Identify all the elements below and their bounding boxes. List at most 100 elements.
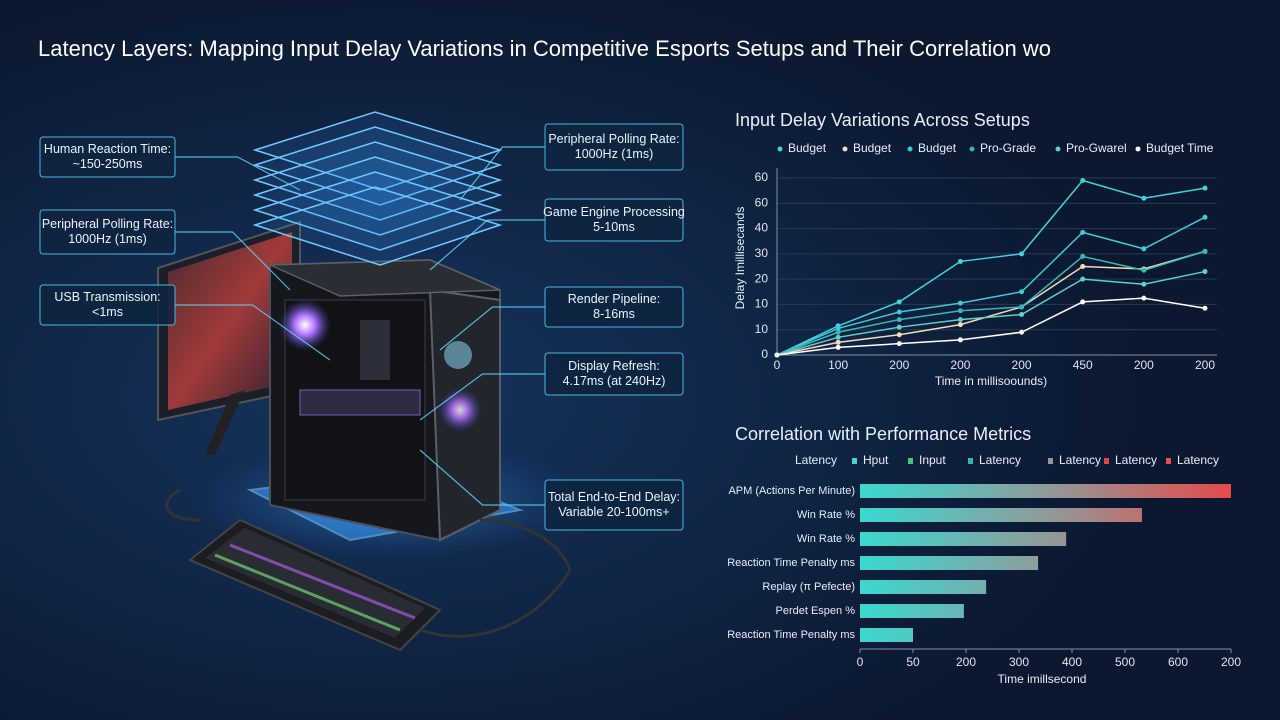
data-point	[896, 317, 902, 323]
bar	[860, 532, 1067, 546]
bar	[860, 628, 913, 642]
data-point	[1019, 251, 1025, 257]
y-tick-label: Reaction Time Penalty ms	[727, 557, 855, 569]
callout-text: Total End-to-End Delay:	[548, 490, 680, 504]
y-tick-label: Win Rate %	[797, 533, 855, 545]
legend-marker	[908, 458, 913, 464]
bar	[860, 580, 987, 594]
data-point	[957, 317, 963, 323]
bar	[860, 508, 1142, 522]
x-tick-label: 0	[857, 655, 864, 669]
y-tick-label: 20	[755, 271, 769, 285]
data-point	[896, 299, 902, 305]
data-point	[1019, 289, 1025, 295]
y-tick-label: Reaction Time Penalty ms	[727, 629, 855, 641]
callout-text: Variable 20-100ms+	[558, 505, 669, 519]
x-tick-label: 50	[906, 655, 920, 669]
legend-label: Latency	[1059, 453, 1101, 467]
x-tick-label: 500	[1115, 655, 1135, 669]
x-tick-label: 600	[1168, 655, 1188, 669]
data-point	[957, 300, 963, 306]
data-point	[896, 309, 902, 315]
callout-text: ~150-250ms	[73, 157, 143, 171]
callout-box	[39, 209, 176, 255]
callout-text: 1000Hz (1ms)	[68, 232, 147, 246]
page-title: Latency Layers: Mapping Input Delay Vari…	[38, 36, 1051, 61]
x-tick-label: 200	[1221, 655, 1241, 669]
callout-text: Human Reaction Time:	[44, 142, 171, 156]
data-point	[1202, 214, 1208, 220]
callout-box	[39, 284, 176, 326]
legend-label: Hput	[863, 453, 889, 467]
x-axis-label: Time in millisoounds)	[935, 374, 1047, 388]
data-point	[1080, 229, 1086, 235]
callout-box	[544, 286, 684, 328]
legend-label: Latency	[1115, 453, 1157, 467]
legend-marker	[1166, 458, 1171, 464]
data-point	[835, 325, 841, 331]
callout-connector	[419, 373, 545, 421]
bar	[860, 484, 1231, 498]
legend-label: Latency	[979, 453, 1021, 467]
data-point	[835, 329, 841, 335]
callout-text: Game Engine Processing	[543, 205, 685, 219]
callout-text: Display Refresh:	[568, 359, 660, 373]
data-point	[896, 324, 902, 330]
data-point	[1202, 185, 1208, 191]
x-axis-label: Time imillsecond	[998, 672, 1087, 686]
y-tick-label: 40	[755, 221, 769, 235]
y-tick-label: Win Rate %	[797, 509, 855, 521]
legend-marker	[1048, 458, 1053, 464]
data-point	[1141, 195, 1147, 201]
x-tick-label: 400	[1062, 655, 1082, 669]
y-tick-label: 30	[755, 246, 769, 260]
bar	[860, 604, 964, 618]
legend-label: Pro-Gwarel	[1066, 141, 1127, 155]
callout-connector	[439, 306, 545, 351]
data-point	[1019, 312, 1025, 318]
data-point	[835, 334, 841, 340]
y-tick-label: 10	[755, 297, 769, 311]
legend-label: Budget	[788, 141, 827, 155]
chart-title: Correlation with Performance Metrics	[735, 424, 1031, 444]
callout-connector	[175, 304, 331, 361]
data-point	[1202, 305, 1208, 311]
callout-connector	[429, 219, 545, 271]
legend-label: Budget Time	[1146, 141, 1214, 155]
legend-label: Pro-Grade	[980, 141, 1036, 155]
data-point	[1080, 253, 1086, 259]
x-tick-label: 200	[889, 358, 909, 372]
callout-text: 1000Hz (1ms)	[575, 147, 654, 161]
series-line	[776, 250, 1206, 356]
series-line	[776, 270, 1206, 356]
callout-box	[544, 123, 684, 171]
data-point	[1141, 267, 1147, 273]
y-tick-label: Perdet Espen %	[776, 605, 856, 617]
data-point	[1080, 178, 1086, 184]
callout-text: Peripheral Polling Rate:	[548, 132, 679, 146]
data-point	[1141, 295, 1147, 301]
chart-title: Input Delay Variations Across Setups	[735, 110, 1030, 130]
callout-connector	[175, 156, 301, 191]
legend-marker	[969, 146, 975, 152]
series-line	[776, 297, 1206, 356]
legend-marker	[1135, 146, 1141, 152]
data-point	[957, 337, 963, 343]
callout-connector	[419, 449, 545, 506]
legend-marker	[1104, 458, 1109, 464]
x-tick-label: 100	[828, 358, 848, 372]
y-tick-label: 60	[755, 170, 769, 184]
data-point	[835, 339, 841, 345]
data-point	[1019, 329, 1025, 335]
data-point	[1141, 281, 1147, 287]
data-point	[1202, 269, 1208, 275]
y-tick-label: APM (Actions Per Minute)	[728, 485, 855, 497]
bar	[860, 556, 1039, 570]
callout-text: Render Pipeline:	[568, 292, 660, 306]
y-axis-label: Delay Imillisecands	[733, 207, 747, 310]
legend-label: Input	[919, 453, 946, 467]
y-tick-label: Replay (π Pefecte)	[762, 581, 855, 593]
data-point	[1080, 264, 1086, 269]
legend-marker	[777, 146, 783, 152]
